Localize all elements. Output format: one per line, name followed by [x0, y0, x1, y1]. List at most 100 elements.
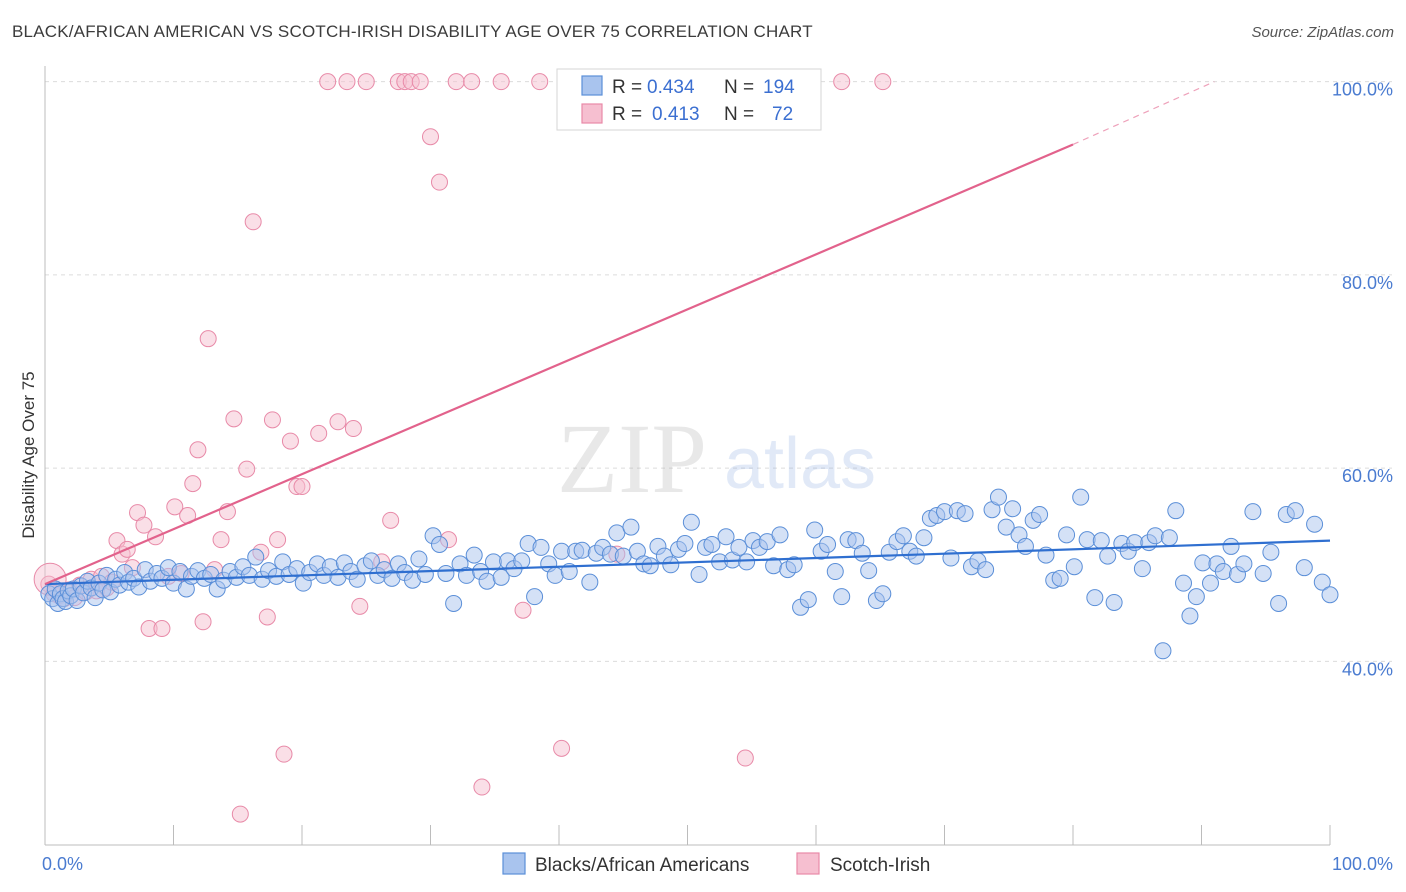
blacks-point: [1286, 502, 1304, 520]
blacks-point: [465, 546, 483, 564]
scotch-irish-point: [166, 498, 184, 516]
blacks-point: [907, 547, 925, 565]
blacks-point: [997, 518, 1015, 536]
scotch-irish-point: [473, 778, 491, 796]
blacks-point: [1262, 543, 1280, 561]
blacks-point: [1313, 573, 1331, 591]
blacks-point: [1065, 558, 1083, 576]
blacks-point: [1167, 502, 1185, 520]
bottom-legend-label-blue: Blacks/African Americans: [535, 855, 749, 876]
scotch-irish-point: [212, 531, 230, 549]
blacks-point: [1244, 503, 1262, 521]
legend: R = 0.434 N = 194 R = 0.413 N = 72: [556, 68, 822, 131]
scotch-irish-point: [189, 441, 207, 459]
scotch-irish-point: [463, 73, 481, 91]
blacks-point: [573, 541, 591, 559]
chart-source: Source: ZipAtlas.com: [1251, 24, 1394, 41]
blacks-point: [532, 538, 550, 556]
blacks-point: [1086, 589, 1104, 607]
bottom-legend: Blacks/African Americans Scotch-Irish: [502, 852, 930, 876]
blacks-point: [771, 526, 789, 544]
blacks-point: [833, 588, 851, 606]
blacks-point: [1235, 555, 1253, 573]
blacks-point: [445, 594, 463, 612]
y-axis-label: Disability Age Over 75: [19, 371, 38, 538]
x-tick-labels: 0.0% 100.0%: [42, 854, 1393, 874]
bottom-legend-swatch-blue: [502, 852, 526, 875]
blacks-point: [826, 563, 844, 581]
blacks-point: [1194, 554, 1212, 572]
scotch-irish-point: [492, 73, 510, 91]
blacks-point: [362, 552, 380, 570]
scotch-irish-point: [135, 516, 153, 534]
blacks-point: [989, 488, 1007, 506]
scotch-irish-point: [225, 410, 243, 428]
blacks-point: [1254, 564, 1272, 582]
scotch-irish-point: [199, 330, 217, 348]
blacks-point: [806, 521, 824, 539]
blacks-point: [1105, 593, 1123, 611]
blacks-point: [853, 544, 871, 562]
legend-r-label-1: R =: [612, 77, 642, 98]
scotch-irish-point: [553, 739, 571, 757]
scotch-irish-point: [833, 73, 851, 91]
legend-n-label-1: N =: [724, 77, 754, 98]
blacks-point: [662, 556, 680, 574]
watermark: ZIP atlas: [557, 403, 876, 514]
blacks-point: [690, 565, 708, 583]
x-tick-label: 100.0%: [1332, 854, 1393, 874]
scotch-irish-point: [281, 432, 299, 450]
scotch-irish-point: [344, 420, 362, 438]
scotch-irish-point: [514, 601, 532, 619]
blacks-point: [1187, 588, 1205, 606]
blacks-point: [1133, 560, 1151, 578]
blacks-point: [860, 562, 878, 580]
legend-swatch-pink: [581, 103, 603, 124]
blacks-point: [1270, 594, 1288, 612]
series-blacks-points: [40, 488, 1339, 660]
scotch-irish-point: [231, 805, 249, 823]
blacks-point: [348, 570, 366, 588]
legend-r-value-2: 0.413: [652, 104, 700, 125]
blacks-point: [1078, 531, 1096, 549]
blacks-point: [1175, 574, 1193, 592]
blacks-point: [430, 535, 448, 553]
scotch-irish-point: [238, 460, 256, 478]
blacks-point: [874, 585, 892, 603]
blacks-point: [1072, 488, 1090, 506]
y-tick-label: 100.0%: [1332, 80, 1393, 100]
blacks-point: [1222, 537, 1240, 555]
blacks-point: [703, 535, 721, 553]
scotch-irish-point: [422, 128, 439, 146]
legend-r-label-2: R =: [612, 104, 642, 125]
blacks-point: [581, 573, 599, 591]
blacks-point: [608, 524, 626, 542]
blacks-point: [1154, 642, 1172, 660]
blacks-point: [738, 553, 756, 571]
scotch-irish-point: [310, 424, 328, 442]
blacks-point: [546, 566, 564, 584]
blacks-point: [785, 556, 803, 574]
blacks-point: [956, 505, 974, 523]
blacks-point: [1031, 506, 1049, 524]
blacks-point: [410, 550, 428, 568]
blacks-point: [641, 557, 659, 575]
blacks-point: [484, 553, 502, 571]
legend-r-value-1: 0.434: [647, 77, 695, 98]
blacks-point: [437, 564, 455, 582]
blacks-point: [1306, 515, 1324, 533]
scotch-irish-point: [447, 73, 465, 91]
scotch-irish-point: [874, 73, 892, 91]
blacks-point: [526, 588, 544, 606]
trend-line-scotch-irish-extension: [1072, 81, 1215, 146]
scotch-irish-point: [329, 413, 347, 431]
x-tick-label: 0.0%: [42, 854, 83, 874]
trend-line-blacks: [44, 539, 1331, 586]
blacks-point: [819, 535, 837, 553]
blacks-point: [1099, 547, 1117, 565]
blacks-point: [1058, 526, 1076, 544]
trend-line-scotch-irish: [44, 143, 1074, 586]
scotch-irish-point: [531, 73, 549, 91]
blacks-point: [894, 527, 912, 545]
